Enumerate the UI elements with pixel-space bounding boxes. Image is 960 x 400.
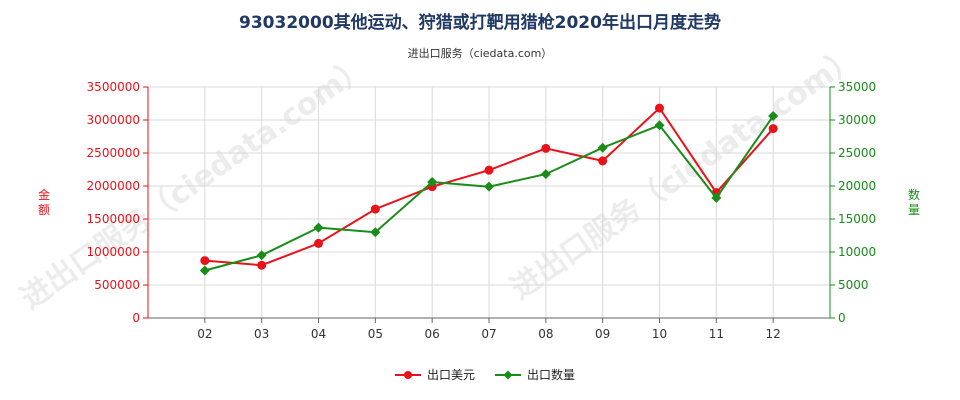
- data-point-diamond: [768, 111, 779, 122]
- x-tick-label: 03: [254, 327, 269, 341]
- y-right-tick-label: 5000: [838, 278, 869, 292]
- data-point-circle: [314, 238, 323, 248]
- legend-label: 出口数量: [527, 367, 575, 382]
- data-point-diamond: [256, 250, 267, 261]
- y-left-tick-label: 0: [132, 311, 140, 325]
- watermark-layer: 进出口服务（ciedata.com） 进出口服务（ciedata.com）: [15, 39, 866, 316]
- x-tick-label: 09: [595, 327, 610, 341]
- watermark-text: 进出口服务（ciedata.com）: [15, 49, 376, 316]
- y-left-tick-label: 2500000: [87, 146, 140, 160]
- axes: 0 500000 1000000 1500000 2000000 2500000 30000…: [38, 80, 920, 341]
- chart-title: 93032000其他运动、狩猎或打靶用猎枪2020年出口月度走势: [239, 13, 721, 33]
- y-left-tick-label: 1500000: [87, 212, 140, 226]
- x-tick-label: 05: [368, 327, 383, 341]
- x-tick-label: 07: [481, 327, 496, 341]
- y-right-tick-label: 15000: [838, 212, 876, 226]
- data-point-circle: [541, 143, 551, 153]
- y-left-axis-title: 金额: [38, 187, 50, 217]
- x-tick-label: 06: [425, 327, 440, 341]
- y-right-tick-label: 30000: [838, 113, 876, 127]
- data-point-diamond: [711, 192, 722, 203]
- data-point-diamond: [484, 181, 494, 192]
- legend-marker-circle: [404, 371, 412, 379]
- data-point-diamond: [199, 265, 210, 276]
- y-right-tick-label: 35000: [838, 80, 876, 94]
- legend-label: 出口美元: [427, 368, 475, 382]
- y-left-axis-title-char: 额: [38, 203, 50, 217]
- data-point-circle: [370, 204, 380, 214]
- data-point-diamond: [597, 142, 608, 153]
- y-right-axis-title-char: 量: [908, 203, 920, 217]
- data-point-circle: [257, 260, 267, 270]
- data-point-circle: [200, 256, 210, 266]
- data-point-diamond: [427, 177, 438, 188]
- y-right-axis-title-char: 数: [908, 187, 920, 202]
- chart-subtitle: 进出口服务（ciedata.com）: [407, 47, 553, 60]
- y-left-tick-label: 3500000: [87, 80, 140, 94]
- y-left-tick-label: 2000000: [87, 179, 140, 193]
- x-tick-label: 08: [538, 327, 553, 341]
- y-left-axis-title-char: 金: [38, 187, 50, 202]
- x-tick-label: 11: [709, 327, 724, 341]
- data-point-diamond: [540, 169, 551, 180]
- y-right-tick-label: 25000: [838, 146, 876, 160]
- y-right-tick-label: 20000: [838, 179, 876, 193]
- data-point-circle: [484, 165, 494, 175]
- legend: 出口美元 出口数量: [395, 367, 575, 382]
- y-left-tick-label: 3000000: [87, 113, 140, 127]
- data-point-diamond: [313, 222, 324, 233]
- watermark-text: 进出口服务（ciedata.com）: [505, 39, 866, 306]
- data-point-circle: [768, 124, 778, 134]
- data-point-circle: [598, 156, 608, 166]
- legend-marker-diamond: [503, 370, 513, 380]
- x-tick-label: 02: [197, 327, 212, 341]
- data-point-diamond: [370, 227, 381, 238]
- y-right-axis-title: 数量: [908, 187, 920, 217]
- y-left-tick-label: 1000000: [87, 245, 140, 259]
- x-tick-label: 10: [652, 327, 667, 341]
- data-point-diamond: [654, 120, 665, 131]
- x-tick-label: 04: [311, 327, 326, 341]
- series-layer: [199, 103, 779, 276]
- data-point-circle: [655, 103, 664, 113]
- y-right-tick-label: 0: [838, 311, 846, 325]
- x-tick-label: 12: [766, 327, 781, 341]
- y-right-tick-label: 10000: [838, 245, 876, 259]
- y-left-tick-label: 500000: [94, 278, 140, 292]
